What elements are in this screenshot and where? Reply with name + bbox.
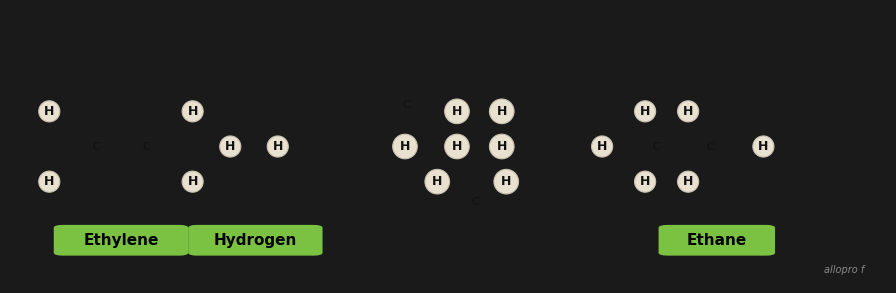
Text: H: H [272, 140, 283, 153]
Ellipse shape [489, 99, 514, 124]
Text: H: H [683, 105, 694, 118]
Text: H: H [640, 105, 650, 118]
FancyBboxPatch shape [54, 225, 188, 255]
Text: H: H [452, 140, 462, 153]
Ellipse shape [39, 171, 60, 192]
Ellipse shape [182, 101, 203, 122]
Ellipse shape [677, 101, 699, 122]
Ellipse shape [39, 101, 60, 122]
Ellipse shape [634, 101, 656, 122]
Text: H: H [225, 140, 236, 153]
Text: H: H [501, 175, 512, 188]
Ellipse shape [182, 171, 203, 192]
Ellipse shape [392, 134, 418, 159]
Text: H: H [432, 175, 443, 188]
Text: C: C [471, 197, 478, 207]
FancyBboxPatch shape [188, 225, 323, 255]
Text: H: H [44, 105, 55, 118]
Text: H: H [683, 175, 694, 188]
Text: H: H [44, 175, 55, 188]
Ellipse shape [753, 136, 774, 157]
Ellipse shape [444, 134, 470, 159]
Text: H: H [597, 140, 607, 153]
Text: H: H [496, 140, 507, 153]
Text: C: C [92, 142, 99, 151]
Text: Ethane: Ethane [686, 233, 747, 248]
Text: C: C [707, 142, 714, 151]
Text: C: C [402, 100, 409, 110]
Text: H: H [187, 175, 198, 188]
Ellipse shape [591, 136, 613, 157]
Ellipse shape [444, 99, 470, 124]
Ellipse shape [494, 169, 519, 194]
Ellipse shape [634, 171, 656, 192]
Text: H: H [496, 105, 507, 118]
FancyBboxPatch shape [659, 225, 775, 255]
Text: H: H [400, 140, 410, 153]
Text: allopro f: allopro f [824, 265, 865, 275]
Text: H: H [187, 105, 198, 118]
Text: Hydrogen: Hydrogen [213, 233, 297, 248]
Text: H: H [640, 175, 650, 188]
Text: H: H [758, 140, 769, 153]
Text: Ethylene: Ethylene [83, 233, 159, 248]
Text: C: C [142, 142, 150, 151]
Text: H: H [452, 105, 462, 118]
Text: C: C [652, 142, 659, 151]
Ellipse shape [677, 171, 699, 192]
Ellipse shape [220, 136, 241, 157]
Ellipse shape [425, 169, 450, 194]
Ellipse shape [489, 134, 514, 159]
Ellipse shape [267, 136, 289, 157]
